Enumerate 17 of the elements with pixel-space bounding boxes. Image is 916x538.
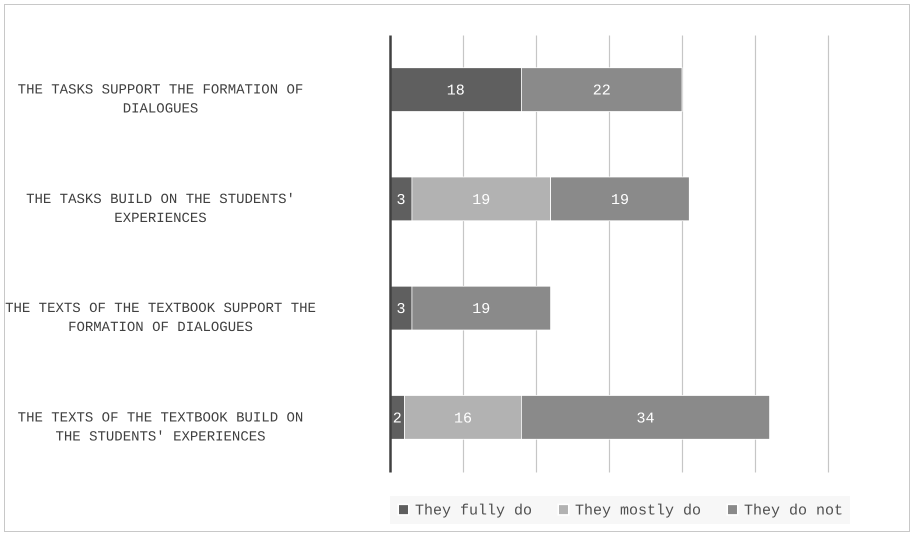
data-label: 3 <box>396 192 406 209</box>
data-label: 34 <box>636 410 655 428</box>
y-tick-label: THE TASKS SUPPORT THE FORMATION OF DIALOGUES <box>18 82 304 118</box>
data-label: 2 <box>392 410 402 428</box>
data-label: 16 <box>454 410 472 428</box>
legend-label: They do not <box>744 502 844 520</box>
y-tick-label: THE TASKS BUILD ON THE STUDENTS' EXPERIENCES <box>26 192 295 227</box>
data-label: 19 <box>472 192 490 209</box>
y-tick-label: THE TEXTS OF THE TEXTBOOK BUILD ON THE STUDENTS' EXPERIENCES <box>18 410 304 446</box>
legend-label: They mostly do <box>575 502 702 520</box>
data-label: 3 <box>396 301 406 318</box>
data-label: 19 <box>610 192 629 209</box>
data-label: 18 <box>446 82 465 100</box>
legend-label: They fully do <box>415 502 532 520</box>
data-label: 22 <box>592 82 611 100</box>
data-label: 19 <box>472 301 490 318</box>
y-tick-label: THE TEXTS OF THE TEXTBOOK SUPPORT THE FORMATION OF DIALOGUES <box>5 301 316 336</box>
